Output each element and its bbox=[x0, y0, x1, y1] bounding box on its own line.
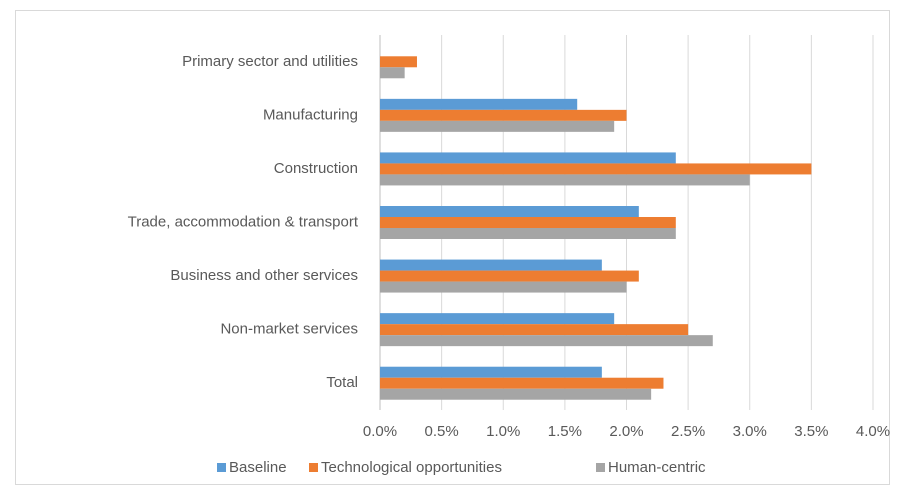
x-tick-label: 3.5% bbox=[794, 423, 828, 440]
legend-label: Human-centric bbox=[608, 459, 706, 476]
y-tick-label: Non-market services bbox=[220, 321, 358, 338]
y-tick-label: Manufacturing bbox=[263, 106, 358, 123]
legend-swatch bbox=[309, 463, 318, 472]
legend-swatch bbox=[217, 463, 226, 472]
y-tick-label: Construction bbox=[274, 160, 358, 177]
bar bbox=[380, 98, 578, 110]
legend-label: Technological opportunities bbox=[321, 459, 502, 476]
bar bbox=[380, 313, 615, 325]
bar bbox=[380, 217, 676, 228]
x-tick-label: 2.0% bbox=[609, 423, 643, 440]
bar bbox=[380, 120, 615, 132]
y-tick-label: Trade, accommodation & transport bbox=[128, 213, 359, 230]
bar bbox=[380, 377, 664, 389]
bar bbox=[380, 259, 602, 271]
x-tick-label: 0.5% bbox=[425, 423, 459, 440]
bar bbox=[380, 366, 602, 378]
bar bbox=[380, 388, 652, 400]
x-tick-label: 0.0% bbox=[363, 423, 397, 440]
bar bbox=[380, 228, 676, 239]
bar bbox=[380, 335, 713, 347]
bar bbox=[380, 163, 812, 175]
bar bbox=[380, 324, 689, 336]
legend-swatch bbox=[596, 463, 605, 472]
bar bbox=[380, 109, 627, 121]
bar bbox=[380, 56, 417, 68]
y-tick-label: Primary sector and utilities bbox=[182, 53, 358, 70]
legend-label: Baseline bbox=[229, 459, 287, 476]
bar bbox=[380, 152, 676, 164]
y-tick-label: Total bbox=[326, 374, 358, 391]
bar bbox=[380, 174, 750, 186]
x-tick-label: 1.0% bbox=[486, 423, 520, 440]
x-tick-label: 3.0% bbox=[733, 423, 767, 440]
chart-border bbox=[15, 10, 890, 485]
bar bbox=[380, 281, 627, 293]
x-tick-label: 1.5% bbox=[548, 423, 582, 440]
bar bbox=[380, 67, 405, 79]
x-tick-label: 4.0% bbox=[856, 423, 890, 440]
x-tick-label: 2.5% bbox=[671, 423, 705, 440]
bar bbox=[380, 270, 639, 282]
bar bbox=[380, 206, 639, 217]
y-tick-label: Business and other services bbox=[170, 267, 358, 284]
